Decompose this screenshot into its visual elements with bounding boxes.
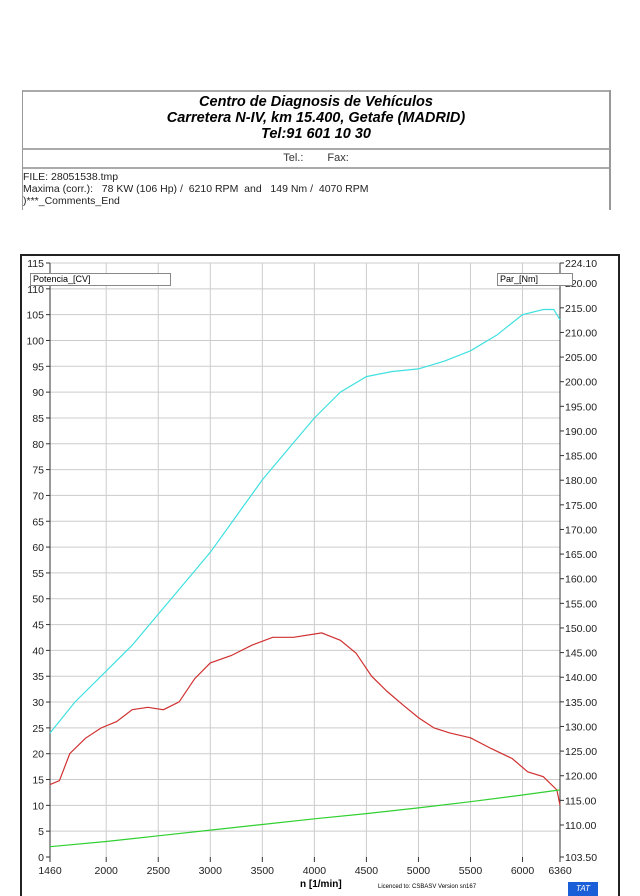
x-tick-label: 3500 xyxy=(251,865,275,877)
y-right-tick-label: 125.00 xyxy=(565,746,597,758)
y-right-tick-label: 145.00 xyxy=(565,648,597,660)
y-right-tick-label: 170.00 xyxy=(565,524,597,536)
y-right-tick-label: 110.00 xyxy=(565,820,596,832)
legend-power: Potencia_[CV] xyxy=(30,273,171,286)
y-right-tick-label: 180.00 xyxy=(565,475,597,487)
company-phone: Tel:91 601 10 30 xyxy=(261,126,371,142)
y-left-tick-label: 30 xyxy=(32,697,44,709)
y-right-tick-label: 205.00 xyxy=(565,352,597,364)
company-name: Centro de Diagnosis de Vehículos xyxy=(199,94,433,110)
y-right-tick-label: 130.00 xyxy=(565,721,597,733)
y-right-tick-label: 224.10 xyxy=(565,258,597,270)
y-right-tick-label: 175.00 xyxy=(565,500,597,512)
y-left-tick-label: 55 xyxy=(32,568,44,580)
y-left-tick-label: 45 xyxy=(32,620,44,632)
y-left-tick-label: 60 xyxy=(32,542,44,554)
y-left-tick-label: 110 xyxy=(27,284,44,296)
maxima: Maxima (corr.): 78 KW (106 Hp) / 6210 RP… xyxy=(23,183,369,195)
y-right-tick-label: 120.00 xyxy=(565,771,597,783)
y-right-tick-label: 115.00 xyxy=(565,795,596,807)
license-text: Licenced to: CSBASV Version sn167 xyxy=(378,884,477,890)
y-right-tick-label: 200.00 xyxy=(565,377,597,389)
y-right-tick-label: 215.00 xyxy=(565,303,597,315)
y-right-tick-label: 220.00 xyxy=(565,278,597,290)
company-address: Carretera N-IV, km 15.400, Getafe (MADRI… xyxy=(166,110,466,126)
y-right-tick-label: 135.00 xyxy=(565,697,597,709)
tel-label: Tel.: xyxy=(283,152,304,164)
y-right-tick-label: 155.00 xyxy=(565,598,597,610)
y-left-tick-label: 20 xyxy=(32,749,44,761)
y-left-tick-label: 115 xyxy=(27,258,44,270)
y-left-tick-label: 105 xyxy=(26,310,44,322)
report-header: Centro de Diagnosis de Vehículos Carrete… xyxy=(22,90,611,210)
x-tick-label: 2000 xyxy=(95,865,119,877)
y-left-tick-label: 0 xyxy=(38,852,44,864)
y-left-tick-label: 85 xyxy=(32,413,44,425)
y-right-tick-label: 140.00 xyxy=(565,672,597,684)
x-tick-label: 3000 xyxy=(199,865,223,877)
fax-label: Fax: xyxy=(327,152,349,164)
x-tick-label: 5500 xyxy=(459,865,483,877)
x-axis-label: n [1/min] xyxy=(300,879,342,890)
legend-torque: Par_[Nm] xyxy=(497,273,573,286)
x-tick-label: 2500 xyxy=(147,865,171,877)
y-left-tick-label: 10 xyxy=(32,800,44,812)
y-left-tick-label: 75 xyxy=(32,465,44,477)
x-tick-label: 6360 xyxy=(548,865,572,877)
series-line-par-nm- xyxy=(49,632,561,806)
series-line-potencia-cv- xyxy=(49,308,561,734)
x-tick-label: 6000 xyxy=(511,865,535,877)
y-right-tick-label: 185.00 xyxy=(565,451,597,463)
y-right-tick-label: 195.00 xyxy=(565,401,597,413)
file-name: FILE: 28051538.tmp xyxy=(23,171,119,183)
tat-logo: TAT xyxy=(568,882,598,896)
y-right-tick-label: 103.50 xyxy=(565,852,597,864)
dyno-chart xyxy=(20,254,620,896)
y-left-tick-label: 65 xyxy=(32,516,44,528)
comments-end: )***_Comments_End xyxy=(23,195,120,207)
y-right-tick-label: 160.00 xyxy=(565,574,597,586)
y-left-tick-label: 50 xyxy=(32,594,44,606)
y-left-tick-label: 25 xyxy=(32,723,44,735)
y-left-tick-label: 40 xyxy=(32,645,44,657)
y-left-tick-label: 15 xyxy=(32,775,44,787)
y-right-tick-label: 165.00 xyxy=(565,549,597,561)
x-tick-label: 5000 xyxy=(407,865,431,877)
x-tick-label: 1460 xyxy=(38,865,62,877)
y-left-tick-label: 5 xyxy=(38,826,44,838)
y-left-tick-label: 100 xyxy=(26,335,44,347)
y-left-tick-label: 80 xyxy=(32,439,44,451)
y-right-tick-label: 190.00 xyxy=(565,426,597,438)
y-right-tick-label: 150.00 xyxy=(565,623,597,635)
x-tick-label: 4000 xyxy=(303,865,327,877)
series-line-green xyxy=(49,789,561,848)
y-left-tick-label: 90 xyxy=(32,387,44,399)
y-left-tick-label: 95 xyxy=(32,361,44,373)
y-right-tick-label: 210.00 xyxy=(565,327,597,339)
y-left-tick-label: 35 xyxy=(32,671,44,683)
y-left-tick-label: 70 xyxy=(32,490,44,502)
x-tick-label: 4500 xyxy=(355,865,379,877)
